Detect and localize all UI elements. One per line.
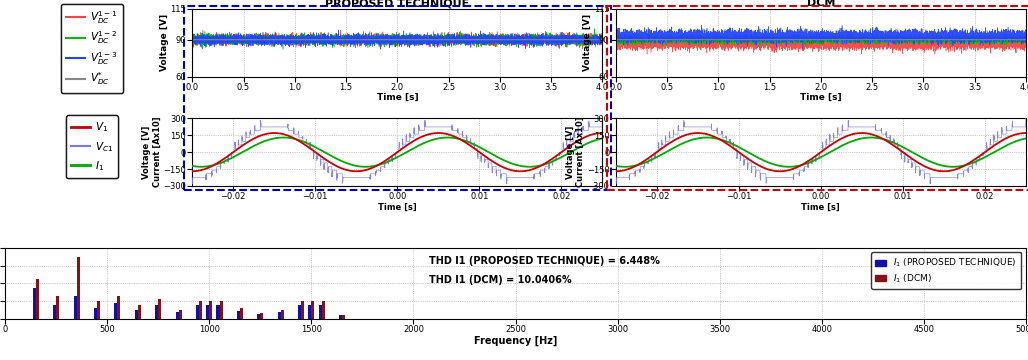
Bar (260, 313, 263, 319)
Bar (210, 301, 213, 319)
Bar (74, 297, 77, 319)
Bar (217, 305, 220, 319)
X-axis label: Time [s]: Time [s] (378, 203, 416, 212)
X-axis label: Time [s]: Time [s] (800, 93, 842, 102)
Bar (77, 257, 79, 319)
Title: PROPOSED TECHNIQUE: PROPOSED TECHNIQUE (325, 0, 470, 8)
Bar (308, 305, 311, 319)
Legend: $I_1$ (PROPOSED TECHNIQUE), $I_1$ (DCM): $I_1$ (PROPOSED TECHNIQUE), $I_1$ (DCM) (871, 252, 1022, 289)
Y-axis label: Voltage [V]
Current [Ax10]: Voltage [V] Current [Ax10] (565, 117, 585, 188)
Bar (281, 310, 284, 319)
Bar (33, 288, 36, 319)
Bar (135, 310, 138, 319)
Y-axis label: Voltage [V]: Voltage [V] (583, 14, 592, 71)
Bar (311, 301, 315, 319)
Bar (298, 305, 301, 319)
Bar (114, 303, 117, 319)
Text: THD I1 (PROPOSED TECHNIQUE) = 6.448%: THD I1 (PROPOSED TECHNIQUE) = 6.448% (429, 256, 660, 266)
X-axis label: Frequency [Hz]: Frequency [Hz] (474, 335, 557, 346)
Bar (138, 305, 141, 319)
Bar (176, 311, 179, 319)
Bar (257, 314, 260, 319)
Bar (97, 301, 100, 319)
Bar (117, 297, 120, 319)
Bar (155, 305, 158, 319)
Bar (207, 305, 210, 319)
Title: DCM: DCM (807, 0, 835, 8)
X-axis label: Time [s]: Time [s] (376, 93, 418, 102)
Bar (158, 299, 161, 319)
Bar (319, 305, 322, 319)
Bar (179, 310, 182, 319)
Bar (342, 315, 345, 319)
Bar (339, 315, 342, 319)
Bar (196, 305, 199, 319)
Bar (278, 312, 281, 319)
Bar (322, 301, 325, 319)
Legend: $V_1$, $V_{C1}$, $I_1$: $V_1$, $V_{C1}$, $I_1$ (66, 116, 118, 178)
Y-axis label: Voltage [V]: Voltage [V] (159, 14, 169, 71)
X-axis label: Time [s]: Time [s] (802, 203, 840, 212)
Bar (94, 308, 97, 319)
Bar (240, 308, 243, 319)
Bar (301, 301, 304, 319)
Bar (199, 301, 203, 319)
Text: THD I1 (DCM) = 10.0406%: THD I1 (DCM) = 10.0406% (429, 275, 572, 285)
Bar (220, 301, 223, 319)
Legend: $V_{DC}^{1-1}$, $V_{DC}^{1-2}$, $V_{DC}^{1-3}$, $V_{DC}^{*}$: $V_{DC}^{1-1}$, $V_{DC}^{1-2}$, $V_{DC}^… (61, 4, 123, 93)
Bar (36, 279, 39, 319)
Bar (53, 305, 57, 319)
Y-axis label: Voltage [V]
Current [Ax10]: Voltage [V] Current [Ax10] (142, 117, 161, 188)
Bar (57, 297, 60, 319)
Bar (236, 311, 240, 319)
